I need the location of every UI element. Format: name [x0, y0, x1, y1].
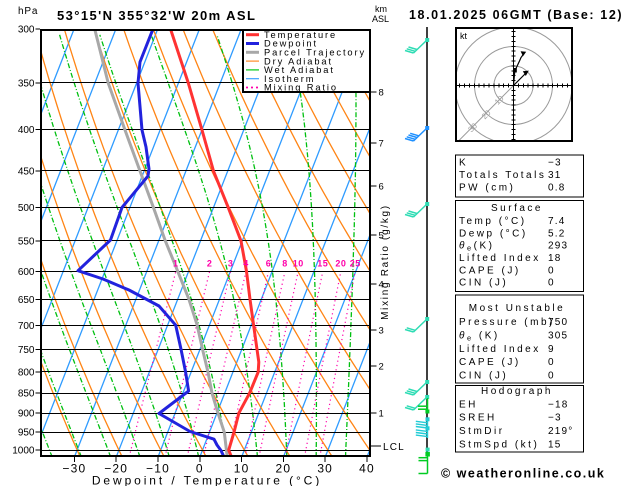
svg-text:350: 350 [18, 78, 35, 89]
svg-text:CIN (J): CIN (J) [459, 278, 508, 289]
svg-text:10: 10 [234, 462, 250, 476]
svg-text:8: 8 [379, 88, 384, 99]
svg-text:5: 5 [379, 231, 384, 242]
svg-text:6: 6 [266, 259, 272, 269]
svg-text:53°15'N 355°32'W 20m ASL: 53°15'N 355°32'W 20m ASL [57, 8, 256, 23]
svg-text:550: 550 [18, 237, 35, 248]
svg-text:StmSpd (kt): StmSpd (kt) [459, 439, 539, 450]
svg-text:18.01.2025 06GMT (Base: 12): 18.01.2025 06GMT (Base: 12) [409, 8, 623, 22]
svg-text:0: 0 [548, 371, 555, 382]
svg-text:CAPE (J): CAPE (J) [459, 357, 521, 368]
svg-text:293: 293 [548, 241, 568, 252]
svg-text:ASL: ASL [372, 14, 389, 24]
svg-text:Surface: Surface [491, 203, 543, 214]
svg-text:4: 4 [379, 280, 384, 291]
svg-text:CAPE (J): CAPE (J) [459, 265, 521, 276]
svg-text:−20: −20 [104, 462, 128, 476]
svg-text:2: 2 [379, 362, 384, 373]
svg-text:CIN (J): CIN (J) [459, 371, 508, 382]
svg-text:Parcel Trajectory: Parcel Trajectory [264, 48, 366, 58]
svg-text:650: 650 [18, 295, 35, 306]
svg-text:−3: −3 [548, 158, 562, 169]
svg-text:5.2: 5.2 [548, 228, 566, 239]
svg-text:7: 7 [379, 139, 384, 150]
svg-text:PW (cm): PW (cm) [459, 183, 515, 194]
svg-text:700: 700 [18, 321, 35, 332]
svg-text:LCL: LCL [383, 442, 405, 453]
svg-text:−18: −18 [548, 399, 569, 410]
svg-text:Lifted Index: Lifted Index [459, 344, 541, 355]
svg-text:StmDir: StmDir [459, 426, 505, 437]
svg-text:750: 750 [548, 317, 568, 328]
svg-text:© weatheronline.co.uk: © weatheronline.co.uk [441, 467, 605, 481]
svg-text:500: 500 [18, 203, 35, 214]
svg-text:Wet Adiabat: Wet Adiabat [264, 65, 335, 75]
svg-text:20: 20 [276, 462, 292, 476]
svg-text:−3: −3 [548, 413, 562, 424]
svg-text:30: 30 [317, 462, 333, 476]
svg-text:10: 10 [293, 259, 304, 269]
svg-text:Totals Totals: Totals Totals [459, 170, 546, 181]
svg-text:6: 6 [379, 182, 384, 193]
svg-text:15: 15 [317, 259, 328, 269]
svg-text:1: 1 [173, 259, 179, 269]
svg-text:0: 0 [548, 357, 555, 368]
svg-text:0: 0 [196, 462, 204, 476]
svg-text:40: 40 [359, 462, 375, 476]
svg-text:1: 1 [379, 409, 384, 420]
svg-text:900: 900 [18, 409, 35, 420]
svg-text:Dewpoint: Dewpoint [264, 39, 318, 49]
svg-text:3: 3 [228, 259, 234, 269]
svg-text:305: 305 [548, 330, 568, 341]
svg-text:0: 0 [548, 278, 555, 289]
svg-text:Mixing Ratio: Mixing Ratio [264, 83, 338, 93]
svg-text:Temp (°C): Temp (°C) [459, 216, 527, 227]
svg-text:0: 0 [548, 265, 555, 276]
svg-text:km: km [375, 4, 387, 14]
svg-text:31: 31 [548, 170, 562, 181]
svg-text:400: 400 [18, 125, 35, 136]
svg-text:Lifted Index: Lifted Index [459, 253, 541, 264]
svg-text:300: 300 [18, 25, 35, 36]
svg-text:8: 8 [282, 259, 288, 269]
svg-text:Dry Adiabat: Dry Adiabat [264, 56, 333, 66]
svg-text:Temperature: Temperature [264, 30, 337, 40]
svg-text:850: 850 [18, 389, 35, 400]
svg-text:950: 950 [18, 428, 35, 439]
svg-text:3: 3 [379, 326, 384, 337]
svg-text:Mixing Ratio (g/kg): Mixing Ratio (g/kg) [380, 204, 391, 320]
svg-text:−10: −10 [146, 462, 170, 476]
svg-text:hPa: hPa [18, 6, 38, 17]
svg-text:θe (K): θe (K) [459, 330, 500, 342]
svg-text:25: 25 [350, 259, 361, 269]
svg-text:2: 2 [207, 259, 213, 269]
svg-text:Hodograph: Hodograph [481, 386, 553, 397]
svg-text:4: 4 [243, 259, 249, 269]
svg-text:Isotherm: Isotherm [264, 74, 315, 84]
svg-text:Dewpoint / Temperature (°C): Dewpoint / Temperature (°C) [92, 474, 322, 487]
svg-text:K: K [459, 158, 468, 169]
svg-text:Dewp (°C): Dewp (°C) [459, 228, 528, 239]
svg-text:20: 20 [335, 259, 346, 269]
svg-text:219°: 219° [548, 426, 573, 437]
svg-text:EH: EH [459, 399, 478, 410]
svg-text:−30: −30 [62, 462, 86, 476]
svg-text:15: 15 [548, 439, 562, 450]
svg-text:750: 750 [18, 345, 35, 356]
svg-text:7.4: 7.4 [548, 216, 566, 227]
svg-text:450: 450 [18, 166, 35, 177]
svg-text:SREH: SREH [459, 413, 497, 424]
svg-text:θe(K): θe(K) [459, 241, 494, 253]
svg-text:800: 800 [18, 368, 35, 379]
svg-text:600: 600 [18, 267, 35, 278]
svg-text:9: 9 [548, 344, 555, 355]
svg-text:18: 18 [548, 253, 562, 264]
svg-text:Most Unstable: Most Unstable [469, 303, 565, 314]
svg-text:Pressure (mb): Pressure (mb) [459, 317, 555, 328]
svg-text:0.8: 0.8 [548, 183, 566, 194]
svg-text:kt: kt [460, 31, 468, 41]
svg-text:1000: 1000 [12, 446, 35, 457]
